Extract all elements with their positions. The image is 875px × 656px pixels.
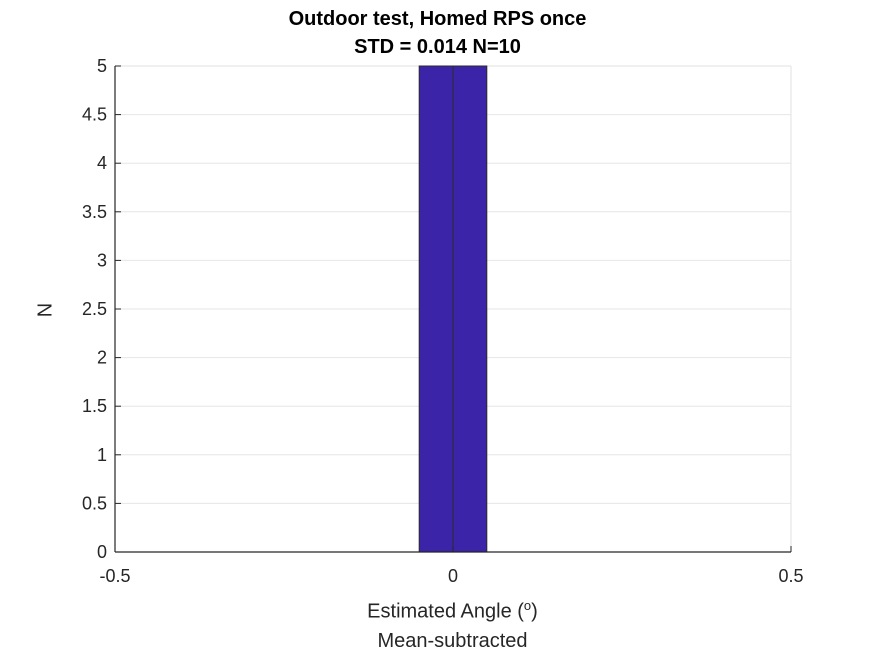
y-tick-label-2: 1 [97,445,107,465]
y-tick-label-7: 3.5 [82,202,107,222]
histogram-bar-0 [418,65,454,553]
x-tick-label-1: 0 [448,566,458,586]
y-tick-label-6: 3 [97,250,107,270]
x-tick-label-2: 0.5 [778,566,803,586]
chart-title: Outdoor test, Homed RPS once [288,8,587,30]
x-axis-sublabel: Mean-subtracted [377,630,528,652]
y-tick-label-8: 4 [97,153,107,173]
histogram-bar-1 [452,65,488,553]
x-tick-label-0: -0.5 [99,566,130,586]
y-axis-label: N [34,302,57,318]
chart-subtitle: STD = 0.014 N=10 [354,36,521,58]
y-tick-label-5: 2.5 [82,299,107,319]
y-tick-label-3: 1.5 [82,396,107,416]
y-tick-label-1: 0.5 [82,493,107,513]
x-axis-label: Estimated Angle (o) [0,598,875,624]
degree-superscript: o [523,598,532,613]
y-tick-label-0: 0 [97,542,107,562]
x-axis-label-suffix: ) [531,600,538,623]
y-tick-label-4: 2 [97,348,107,368]
y-tick-label-9: 4.5 [82,105,107,125]
x-axis-label-prefix: Estimated Angle ( [367,600,524,623]
y-tick-label-10: 5 [97,56,107,76]
